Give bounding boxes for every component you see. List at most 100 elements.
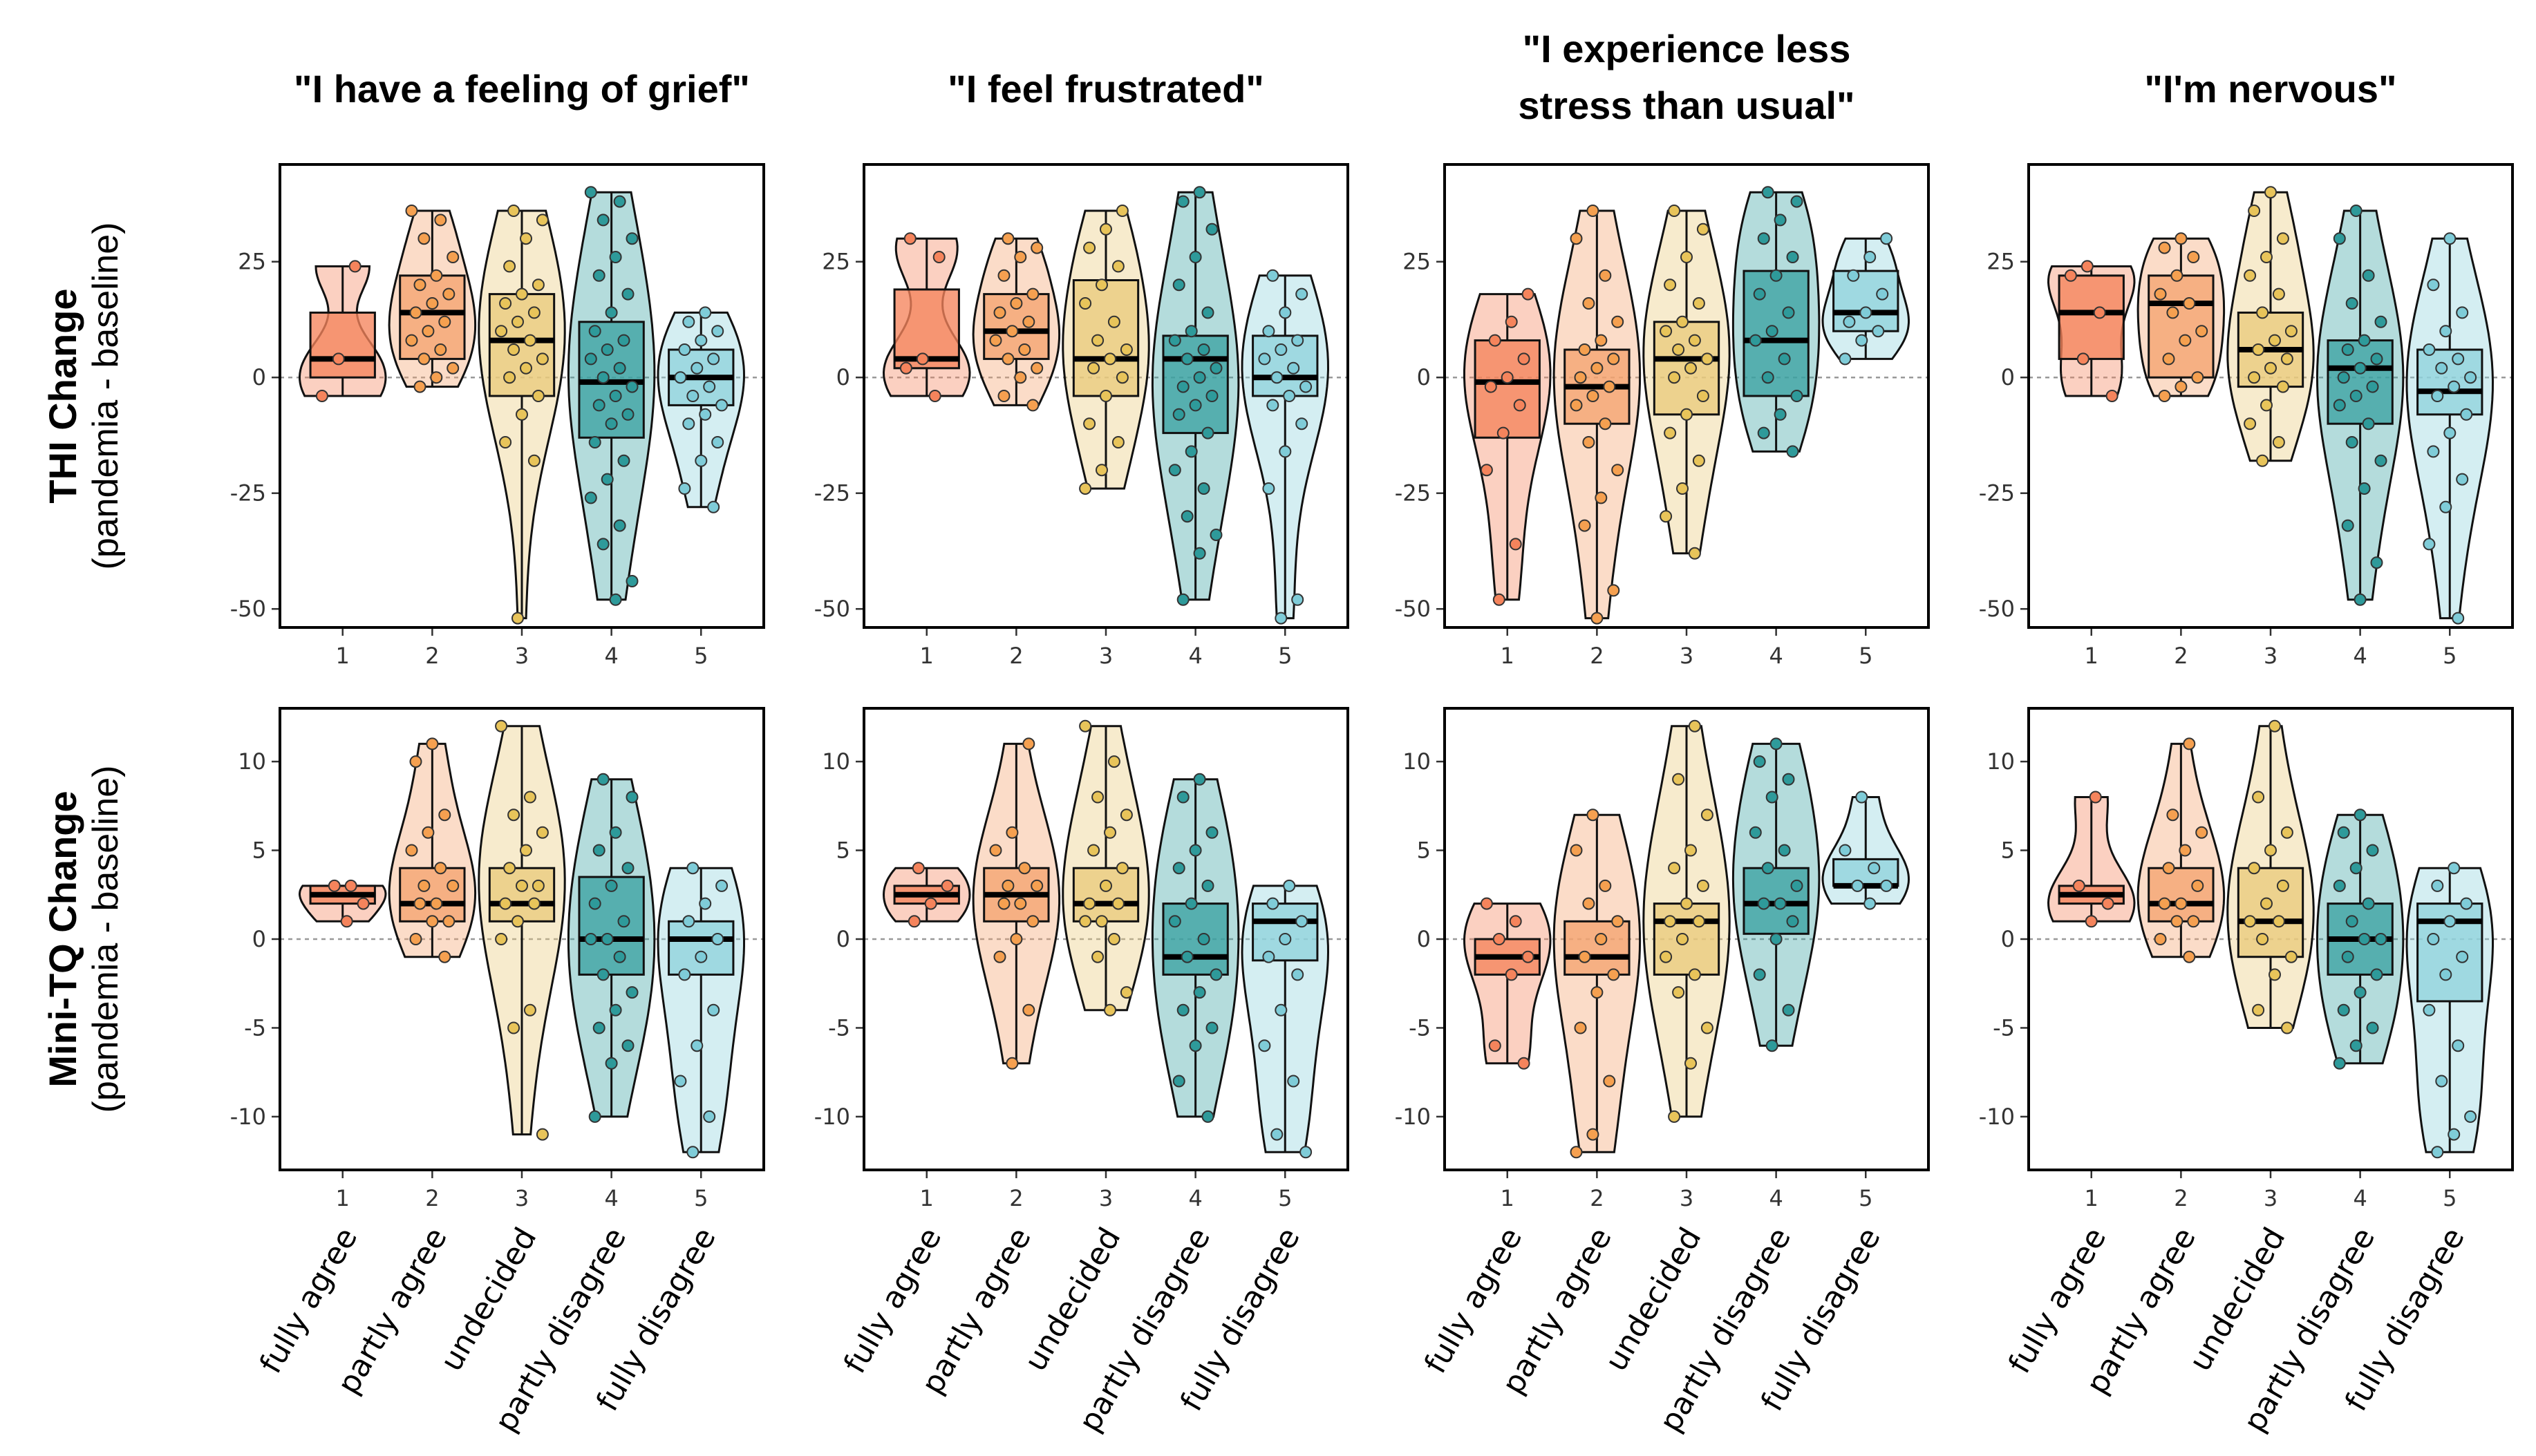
data-point — [1863, 897, 1877, 910]
data-point — [1026, 287, 1040, 301]
data-point — [1603, 380, 1616, 393]
panel-frame — [1443, 163, 1930, 629]
group-3 — [2226, 719, 2315, 1034]
data-point — [609, 390, 622, 402]
data-point — [2260, 399, 2273, 412]
data-point — [1116, 205, 1129, 217]
data-point — [601, 933, 614, 945]
y-tick-label: 0 — [2001, 926, 2015, 952]
group-2 — [972, 232, 1061, 412]
data-point — [1595, 334, 1608, 347]
data-point — [1684, 361, 1697, 375]
data-point — [516, 408, 528, 421]
data-point — [2284, 950, 2298, 963]
data-point — [1570, 399, 1583, 412]
data-point — [1022, 1003, 1035, 1017]
data-point — [1590, 986, 1604, 999]
data-point — [2269, 334, 2281, 347]
data-point — [1168, 915, 1181, 928]
data-point — [1266, 269, 1279, 282]
x-tick-label: 3 — [515, 1185, 529, 1211]
data-point — [588, 897, 601, 910]
y-tick-label: -50 — [1395, 596, 1431, 622]
group-3 — [1062, 719, 1150, 1017]
data-point — [1079, 297, 1092, 310]
data-point — [2341, 519, 2354, 532]
data-point — [1517, 352, 1530, 366]
data-point — [2337, 826, 2350, 839]
data-point — [686, 862, 699, 875]
data-point — [1782, 773, 1795, 786]
data-point — [2464, 1110, 2477, 1123]
data-point — [1022, 315, 1035, 328]
data-point — [626, 232, 639, 245]
data-point — [592, 844, 605, 857]
data-point — [1270, 371, 1284, 384]
data-point — [2370, 556, 2383, 569]
y-tick-label: -5 — [1993, 1014, 2015, 1041]
data-point — [2443, 915, 2457, 928]
data-point — [1786, 251, 1799, 263]
data-point — [1079, 719, 1092, 732]
data-point — [1578, 519, 1591, 532]
data-point — [1018, 862, 1031, 875]
panel-2: "I feel frustrated" 1 2 3 4 5 -50 -25 0 25 — [814, 67, 1349, 669]
data-point — [2358, 482, 2371, 495]
data-point — [2427, 278, 2440, 292]
data-point — [584, 491, 597, 504]
group-2 — [2136, 232, 2226, 402]
box-iqr — [488, 293, 556, 397]
group-4 — [1151, 186, 1240, 606]
data-point — [405, 844, 418, 857]
data-point — [617, 334, 630, 347]
y-tick-label: -50 — [814, 596, 850, 622]
data-point — [626, 986, 639, 999]
data-point — [2431, 879, 2444, 892]
data-point — [1696, 223, 1709, 236]
group-2 — [972, 737, 1061, 1070]
data-point — [1087, 361, 1100, 375]
data-point — [1100, 390, 1112, 402]
data-point — [1172, 862, 1185, 875]
data-point — [993, 306, 1006, 319]
data-point — [1778, 844, 1791, 857]
data-point — [1014, 251, 1027, 263]
x-tick-label: 3 — [1099, 643, 1113, 669]
data-point — [532, 278, 545, 292]
data-point — [2358, 933, 2371, 945]
y-tick-label: 25 — [822, 249, 850, 275]
data-point — [1104, 1003, 1116, 1017]
data-point — [1484, 380, 1497, 393]
data-point — [609, 593, 622, 606]
data-point — [1172, 408, 1185, 421]
data-point — [2187, 915, 2200, 928]
data-point — [597, 214, 610, 227]
data-point — [1006, 826, 1019, 839]
data-point — [1488, 334, 1501, 347]
data-point — [2333, 879, 2346, 892]
x-tick-label: 4 — [2353, 1185, 2367, 1211]
y-tick-label: 5 — [2001, 838, 2015, 864]
data-point — [2162, 352, 2175, 366]
x-tick-label: 4 — [1769, 1185, 1783, 1211]
data-point — [1684, 1057, 1697, 1070]
group-3 — [478, 719, 566, 1141]
data-point — [1664, 915, 1677, 928]
data-point — [1279, 933, 1292, 945]
data-point — [532, 390, 545, 402]
data-point — [711, 325, 724, 338]
data-point — [2448, 862, 2461, 875]
group-3 — [1642, 719, 1731, 1123]
data-point — [409, 306, 422, 319]
data-point — [1765, 791, 1778, 804]
data-point — [413, 897, 426, 910]
data-point — [626, 575, 639, 587]
data-point — [405, 334, 418, 347]
data-point — [597, 773, 610, 786]
data-point — [2452, 1039, 2465, 1052]
data-point — [2362, 417, 2375, 431]
data-point — [1205, 390, 1219, 402]
data-point — [1083, 241, 1096, 254]
data-point — [1769, 933, 1783, 945]
